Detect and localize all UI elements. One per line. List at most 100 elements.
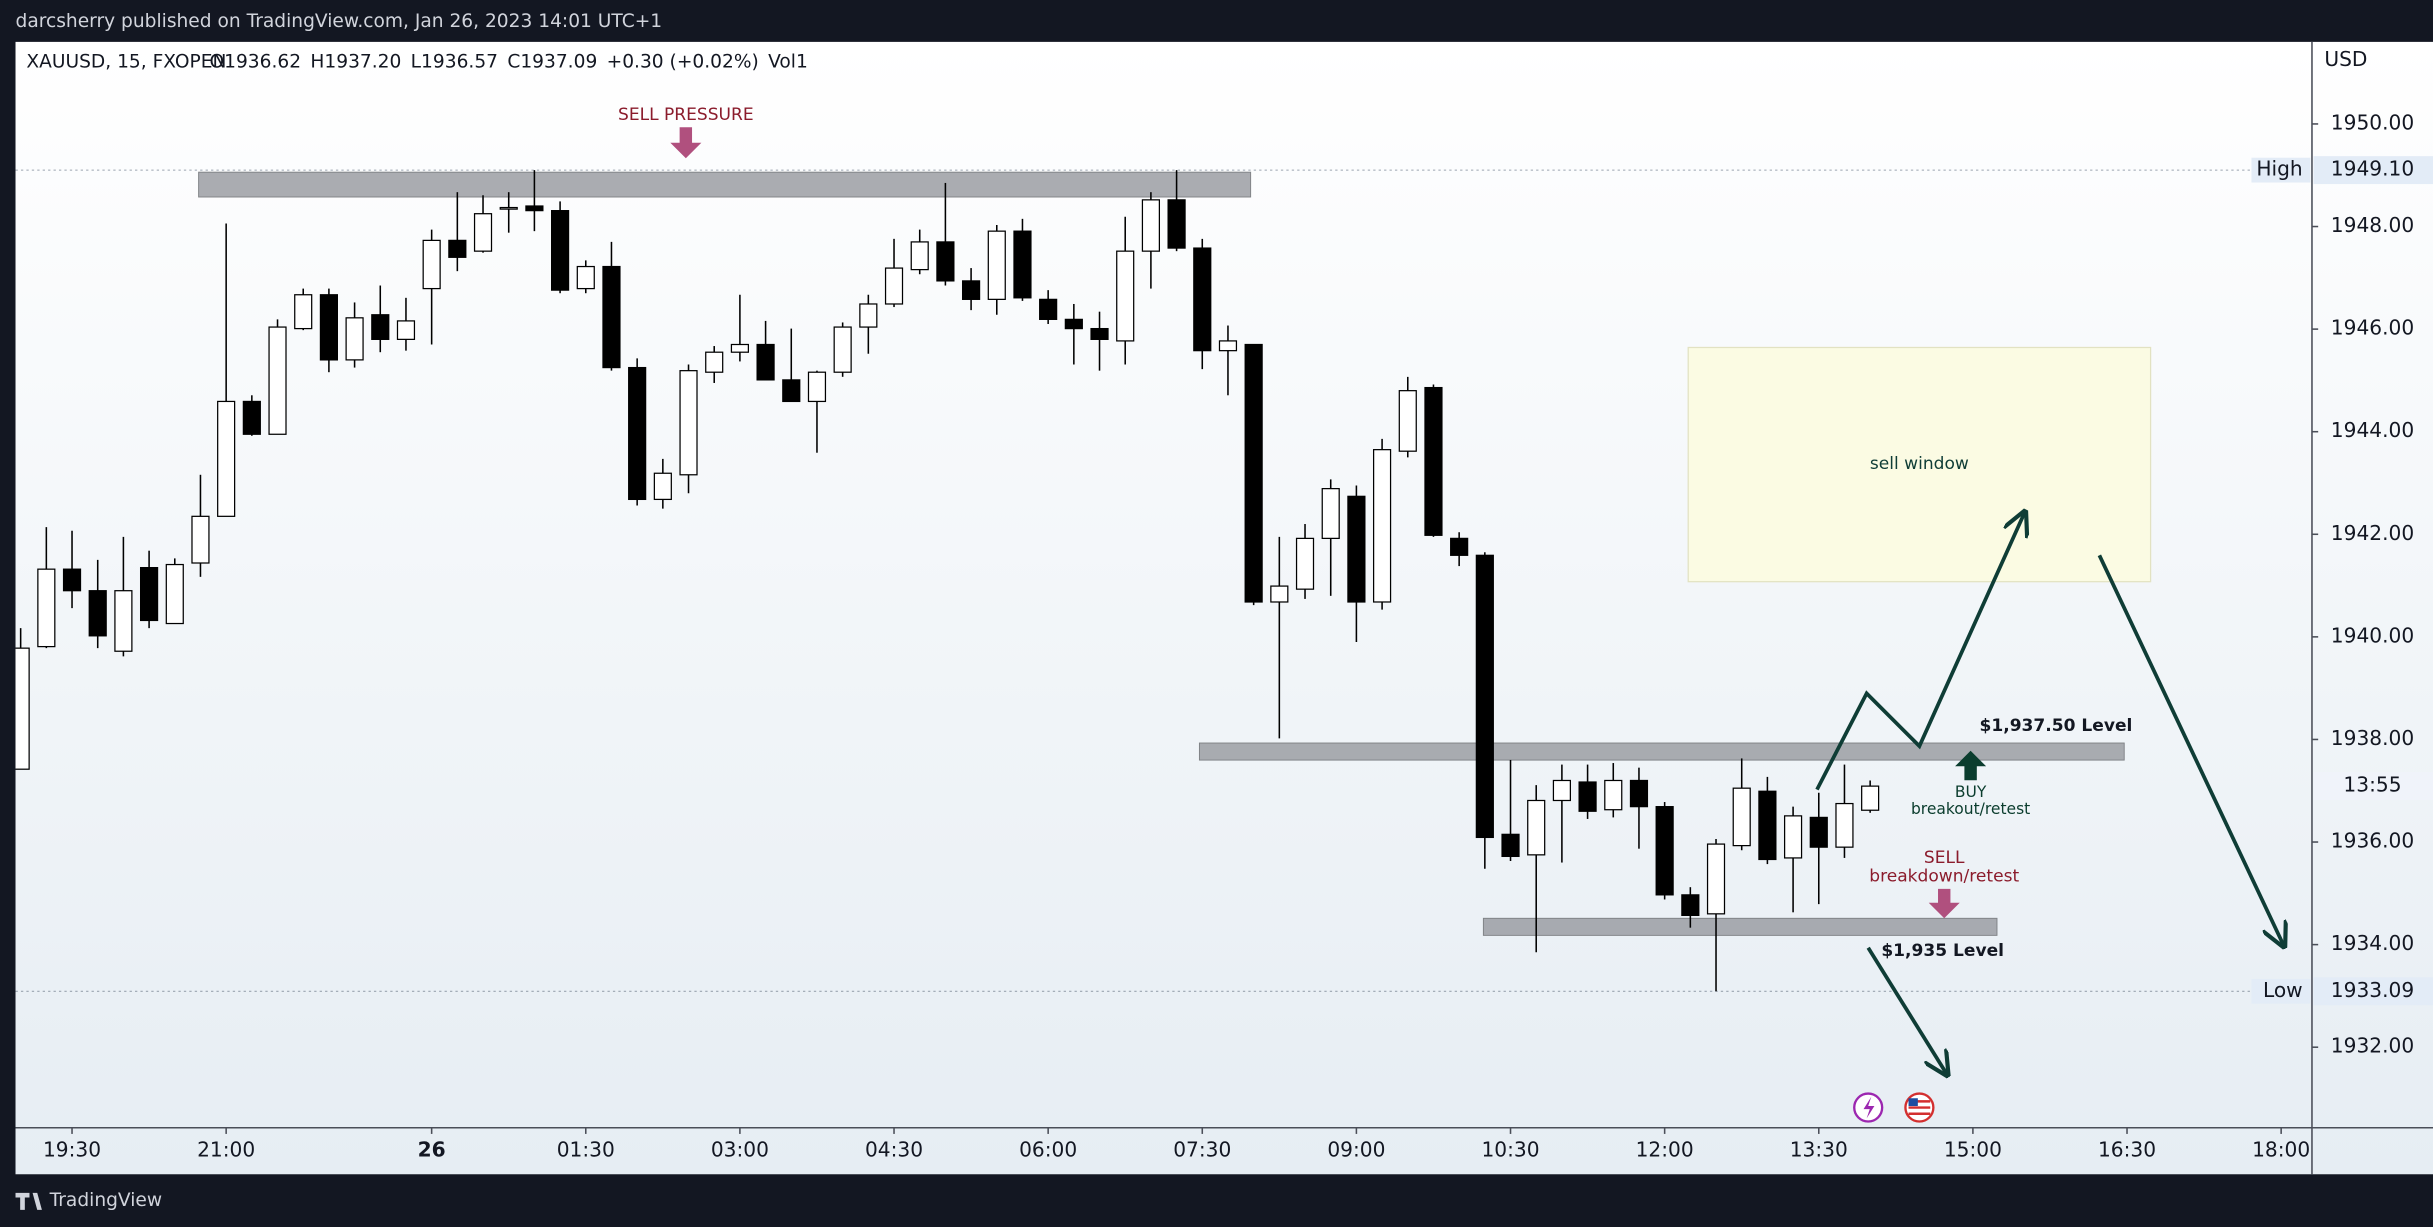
up-arrow xyxy=(1955,750,1987,781)
marker-name: High xyxy=(2256,157,2302,181)
lightning xyxy=(1863,1096,1875,1119)
down-arrow xyxy=(1928,888,1960,919)
drawings xyxy=(198,171,2152,936)
annotation: $1,935 Level xyxy=(1881,941,2004,961)
annotation: SELL xyxy=(1924,848,1965,868)
last-price-tag xyxy=(2313,772,2433,801)
candle-body xyxy=(191,515,210,564)
candle-body xyxy=(1167,199,1186,249)
flag-canton xyxy=(1908,1098,1918,1107)
x-tick-label: 09:00 xyxy=(1327,1137,1385,1161)
x-tick-label: 12:00 xyxy=(1636,1137,1694,1161)
candle-body xyxy=(242,400,261,435)
candle-body xyxy=(1758,790,1777,861)
y-tick-label: 1936.00 xyxy=(2331,829,2414,853)
x-tick-label: 10:30 xyxy=(1481,1137,1539,1161)
candle-body xyxy=(448,239,467,258)
sell-window-box xyxy=(1687,346,2152,583)
candle-body xyxy=(1090,327,1109,340)
candle-body xyxy=(679,370,698,476)
candle-body xyxy=(653,472,672,501)
annotation: BUY xyxy=(1955,783,1987,801)
candle-body xyxy=(37,568,56,648)
candle-body xyxy=(525,205,544,212)
path-arrow xyxy=(1815,512,2025,791)
x-tick-label: 19:30 xyxy=(43,1137,101,1161)
path-arrow xyxy=(2097,554,2284,946)
chart-background xyxy=(15,41,2433,1175)
candle-body xyxy=(15,647,30,770)
candle-body xyxy=(1013,230,1032,299)
currency: USD xyxy=(2324,47,2367,71)
candle-body xyxy=(602,265,621,369)
candle-body xyxy=(88,590,107,637)
legend-item: L1936.57 xyxy=(411,52,498,73)
candle-body xyxy=(422,239,441,290)
candle-body xyxy=(1809,816,1828,848)
legend-item: H1937.20 xyxy=(310,52,401,73)
x-tick-label: 13:30 xyxy=(1790,1137,1848,1161)
annotations: SELL PRESSURE sell window $1,937.50 Leve… xyxy=(618,105,2284,1075)
y-tick-label: 1946.00 xyxy=(2331,316,2414,340)
candle-body xyxy=(1064,318,1083,330)
candle-body xyxy=(1398,390,1417,452)
candle-body xyxy=(1655,806,1674,896)
candle-body xyxy=(1475,554,1494,839)
y-tick-label: 1932.00 xyxy=(2331,1034,2414,1058)
candle-body xyxy=(730,343,749,353)
legend-item: Vol1 xyxy=(768,52,808,73)
candle-body xyxy=(396,320,416,340)
annotation: breakout/retest xyxy=(1911,800,2030,818)
candle-body xyxy=(1270,585,1289,603)
ohlc-legend: O1936.62 H1937.20 L1936.57 C1937.09 +0.30 (+… xyxy=(209,52,807,73)
candle-body xyxy=(884,267,904,305)
candle-body xyxy=(165,563,184,625)
candle-body xyxy=(294,294,313,330)
annotation: breakdown/retest xyxy=(1869,866,2019,886)
candle-body xyxy=(807,371,827,403)
candle-body xyxy=(139,566,159,622)
y-tick-label: 1944.00 xyxy=(2331,418,2414,442)
candle-body xyxy=(1578,781,1597,812)
resistance-zone xyxy=(198,171,1252,198)
x-tick-label: 04:30 xyxy=(865,1137,923,1161)
candle-body xyxy=(217,400,236,517)
x-tick-label: 07:30 xyxy=(1173,1137,1231,1161)
event-icons xyxy=(1853,1092,1935,1123)
candle-body xyxy=(1835,802,1854,848)
candle-body xyxy=(1552,779,1571,802)
candle-body xyxy=(756,343,775,381)
candle-body xyxy=(1604,779,1623,811)
candle-body xyxy=(268,326,287,435)
candle-body xyxy=(1321,488,1340,540)
marker-name: Low xyxy=(2263,978,2303,1002)
legend-item: C1937.09 xyxy=(507,52,597,73)
y-tick-label: 1942.00 xyxy=(2331,521,2414,545)
legend-item: +0.30 (+0.02%) xyxy=(607,52,759,73)
x-tick-label: 16:30 xyxy=(2098,1137,2156,1161)
candle-body xyxy=(550,210,570,291)
candle-body xyxy=(345,317,364,361)
y-tick-label: 1950.00 xyxy=(2331,110,2414,134)
marker-price-tag xyxy=(2313,156,2433,185)
y-tick-label: 1938.00 xyxy=(2331,726,2414,750)
candle-body xyxy=(1244,343,1263,603)
path-arrow xyxy=(1866,946,1947,1075)
x-tick-label: 01:30 xyxy=(557,1137,615,1161)
candle-body xyxy=(1039,298,1058,320)
candle-body xyxy=(1295,537,1315,590)
candle-body xyxy=(705,351,724,373)
marker-price: 1933.09 xyxy=(2331,978,2414,1002)
candle-body xyxy=(319,294,339,361)
candle-body xyxy=(1732,787,1751,847)
candle-body xyxy=(782,379,801,403)
candle-body xyxy=(1372,449,1392,603)
candle-body xyxy=(859,303,878,328)
candle-body xyxy=(1629,779,1649,808)
x-tick-label: 18:00 xyxy=(2252,1137,2310,1161)
publish-info: darcsherry published on TradingView.com,… xyxy=(16,11,663,32)
candle-body xyxy=(1706,843,1726,915)
annotation: $1,937.50 Level xyxy=(1980,716,2133,736)
marker-tag xyxy=(2251,157,2311,183)
